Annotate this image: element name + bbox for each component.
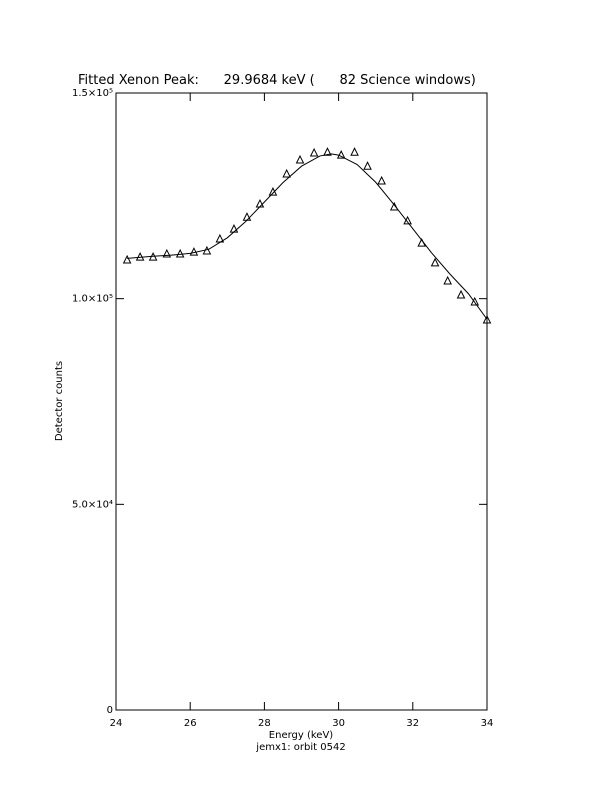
x-tick-label: 32 [406, 718, 419, 729]
data-point [456, 289, 466, 299]
data-point [162, 248, 172, 258]
data-point [470, 296, 480, 306]
data-point [377, 175, 386, 185]
subtitle: jemx1: orbit 0542 [255, 742, 345, 753]
y-axis-label: Detector counts [54, 361, 65, 441]
data-point [295, 154, 305, 164]
x-tick-label: 28 [258, 718, 271, 729]
data-point [363, 161, 372, 170]
x-tick-label: 24 [110, 718, 123, 729]
x-tick-label: 30 [332, 718, 345, 729]
data-point [430, 257, 440, 267]
data-point [175, 248, 185, 258]
data-point [482, 314, 492, 324]
x-tick-label: 34 [481, 718, 494, 729]
data-point [350, 147, 359, 156]
y-tick-label: 5.0×10⁴ [72, 499, 113, 510]
data-point [309, 147, 319, 157]
data-point [443, 275, 452, 285]
data-point [189, 247, 199, 256]
plot-frame [115, 92, 488, 711]
chart-title: Fitted Xenon Peak: 29.9684 keV ( 82 Scie… [78, 73, 476, 88]
y-tick-label: 1.5×10⁵ [72, 88, 113, 99]
y-tick-label: 0 [107, 705, 113, 716]
data-point [336, 149, 346, 159]
x-tick-label: 26 [184, 718, 197, 729]
data-point [282, 168, 291, 178]
data-point [135, 252, 145, 261]
fit-line [127, 153, 488, 320]
x-axis-label: Energy (keV) [269, 730, 334, 741]
data-point [323, 147, 332, 156]
y-tick-label: 1.0×10⁵ [72, 294, 113, 305]
data-point [122, 254, 132, 264]
